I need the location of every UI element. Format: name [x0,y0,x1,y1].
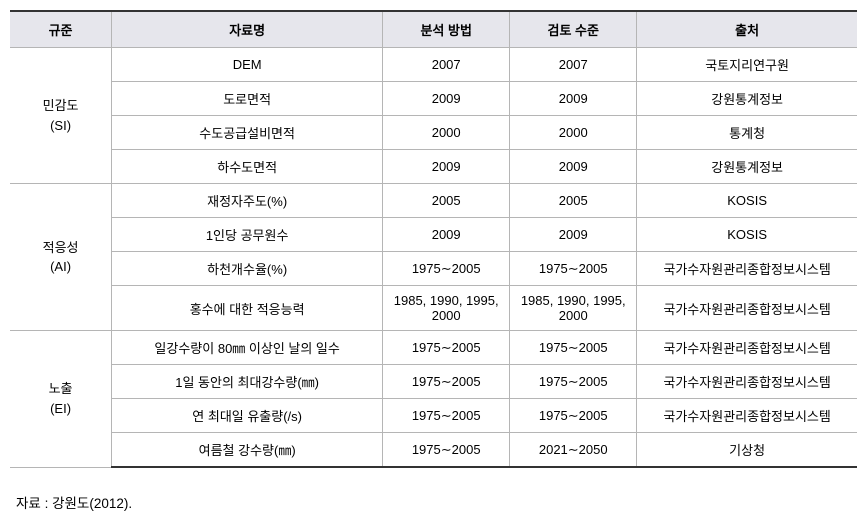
cell-method: 2009 [383,150,510,184]
cell-level: 2007 [510,48,637,82]
cell-method: 1975∼2005 [383,365,510,399]
cell-name: 1일 동안의 최대강수량(㎜) [112,365,383,399]
table-row: 노출(EI)일강수량이 80㎜ 이상인 날의 일수1975∼20051975∼2… [10,331,857,365]
cell-level: 2021∼2050 [510,433,637,468]
col-header: 자료명 [112,11,383,48]
cell-method: 1975∼2005 [383,331,510,365]
row-group-label-line: (SI) [50,118,71,133]
cell-src: 통계청 [637,116,857,150]
table-row: 적응성(AI)재정자주도(%)20052005KOSIS [10,184,857,218]
col-header: 분석 방법 [383,11,510,48]
cell-level: 2005 [510,184,637,218]
cell-name: 하천개수율(%) [112,252,383,286]
cell-name: 연 최대일 유출량(/s) [112,399,383,433]
table-row: 여름철 강수량(㎜)1975∼20052021∼2050기상청 [10,433,857,468]
cell-name: 여름철 강수량(㎜) [112,433,383,468]
cell-name: DEM [112,48,383,82]
cell-name: 수도공급설비면적 [112,116,383,150]
cell-name: 1인당 공무원수 [112,218,383,252]
table-row: 1일 동안의 최대강수량(㎜)1975∼20051975∼2005국가수자원관리… [10,365,857,399]
cell-src: KOSIS [637,184,857,218]
table-row: 홍수에 대한 적응능력1985, 1990, 1995, 20001985, 1… [10,286,857,331]
cell-level: 1975∼2005 [510,399,637,433]
cell-method: 2009 [383,82,510,116]
cell-method: 1985, 1990, 1995, 2000 [383,286,510,331]
cell-method: 1975∼2005 [383,252,510,286]
cell-name: 일강수량이 80㎜ 이상인 날의 일수 [112,331,383,365]
table-row: 도로면적20092009강원통계정보 [10,82,857,116]
cell-name: 홍수에 대한 적응능력 [112,286,383,331]
cell-src: 국가수자원관리종합정보시스템 [637,252,857,286]
table-row: 1인당 공무원수20092009KOSIS [10,218,857,252]
cell-method: 2005 [383,184,510,218]
data-table: 규준 자료명 분석 방법 검토 수준 출처 민감도(SI)DEM20072007… [10,10,857,468]
cell-name: 재정자주도(%) [112,184,383,218]
cell-method: 2000 [383,116,510,150]
cell-method: 1975∼2005 [383,433,510,468]
cell-src: 국가수자원관리종합정보시스템 [637,286,857,331]
table-header-row: 규준 자료명 분석 방법 검토 수준 출처 [10,11,857,48]
row-group-label-line: 민감도 [43,98,79,113]
cell-level: 1975∼2005 [510,331,637,365]
cell-src: 기상청 [637,433,857,468]
cell-src: 국가수자원관리종합정보시스템 [637,399,857,433]
cell-name: 도로면적 [112,82,383,116]
row-group-label: 민감도 (SI) [10,48,112,184]
cell-src: KOSIS [637,218,857,252]
table-row: 민감도(SI)DEM20072007국토지리연구원 [10,48,857,82]
cell-src: 국가수자원관리종합정보시스템 [637,365,857,399]
cell-level: 1975∼2005 [510,252,637,286]
cell-src: 국토지리연구원 [637,48,857,82]
cell-level: 1975∼2005 [510,365,637,399]
col-header: 출처 [637,11,857,48]
cell-level: 1985, 1990, 1995, 2000 [510,286,637,331]
col-header: 규준 [10,11,112,48]
row-group-label-line: 노출 [49,381,73,396]
table-row: 하천개수율(%)1975∼20051975∼2005국가수자원관리종합정보시스템 [10,252,857,286]
cell-level: 2000 [510,116,637,150]
row-group-label: 노출 (EI) [10,331,112,468]
row-group-label-line: (AI) [50,259,71,274]
cell-method: 2007 [383,48,510,82]
cell-level: 2009 [510,218,637,252]
cell-src: 강원통계정보 [637,82,857,116]
cell-method: 1975∼2005 [383,399,510,433]
table-row: 하수도면적20092009강원통계정보 [10,150,857,184]
source-line: 자료 : 강원도(2012). [10,492,857,512]
cell-src: 국가수자원관리종합정보시스템 [637,331,857,365]
table-row: 수도공급설비면적20002000통계청 [10,116,857,150]
col-header: 검토 수준 [510,11,637,48]
cell-name: 하수도면적 [112,150,383,184]
cell-level: 2009 [510,82,637,116]
cell-method: 2009 [383,218,510,252]
cell-level: 2009 [510,150,637,184]
row-group-label-line: 적응성 [43,240,79,255]
cell-src: 강원통계정보 [637,150,857,184]
row-group-label-line: (EI) [50,401,71,416]
row-group-label: 적응성 (AI) [10,184,112,331]
table-row: 연 최대일 유출량(/s)1975∼20051975∼2005국가수자원관리종합… [10,399,857,433]
